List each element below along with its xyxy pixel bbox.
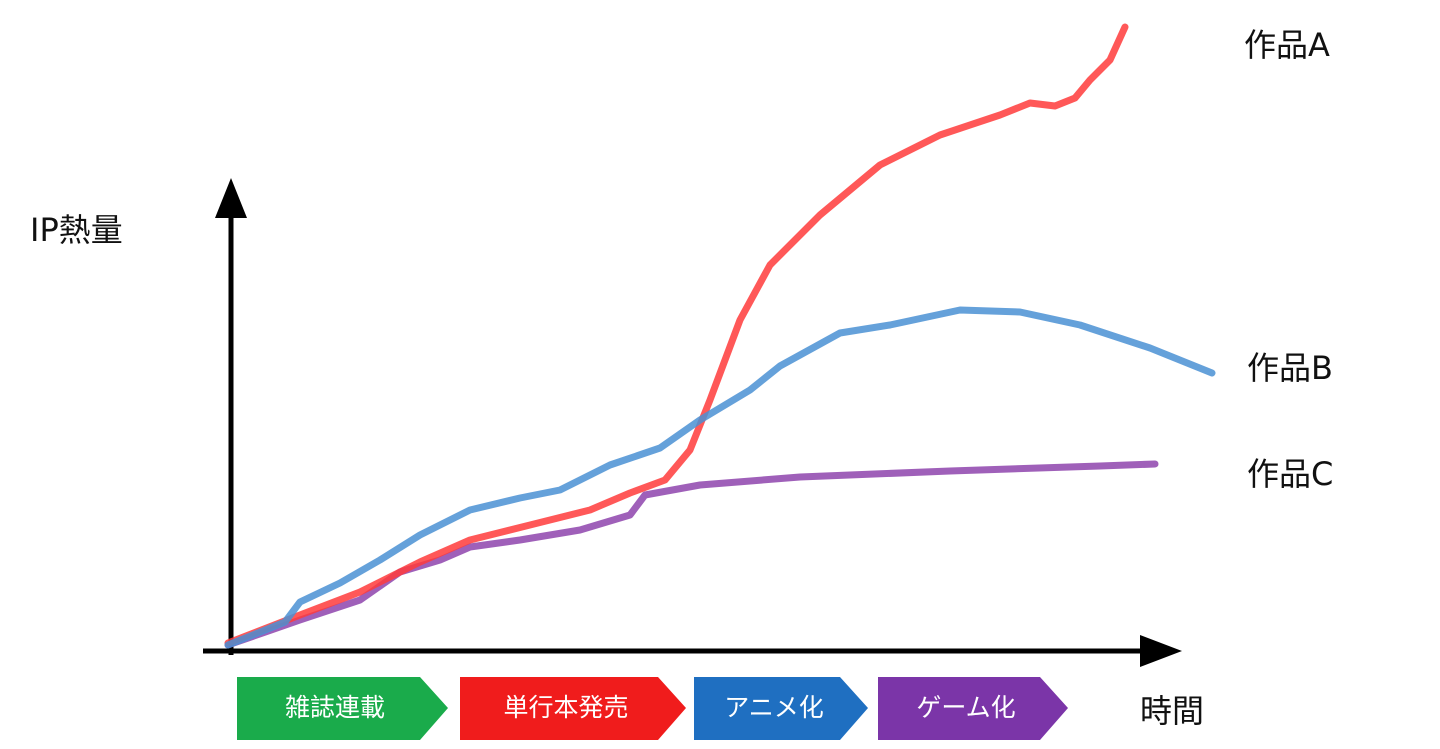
phase-label: アニメ化 (724, 693, 824, 722)
work-label: 作品C (1247, 455, 1333, 493)
y-axis-arrowhead (215, 178, 247, 218)
phase-arrow (694, 677, 868, 740)
x-axis-label: 時間 (1140, 692, 1204, 730)
y-axis-label: IP熱量 (30, 211, 123, 249)
phase-label: 単行本発売 (503, 693, 628, 722)
curve-b (224, 306, 1216, 649)
x-axis-arrowhead (1140, 635, 1182, 667)
curve-a (224, 23, 1129, 647)
work-label: 作品A (1244, 26, 1330, 64)
curve-c (224, 460, 1159, 649)
phase-arrow (878, 677, 1068, 740)
phase-label: 雑誌連載 (285, 693, 385, 722)
phase-arrow (237, 677, 448, 740)
phase-arrow (460, 677, 686, 740)
work-label: 作品B (1247, 349, 1333, 387)
phase-label: ゲーム化 (916, 693, 1015, 722)
